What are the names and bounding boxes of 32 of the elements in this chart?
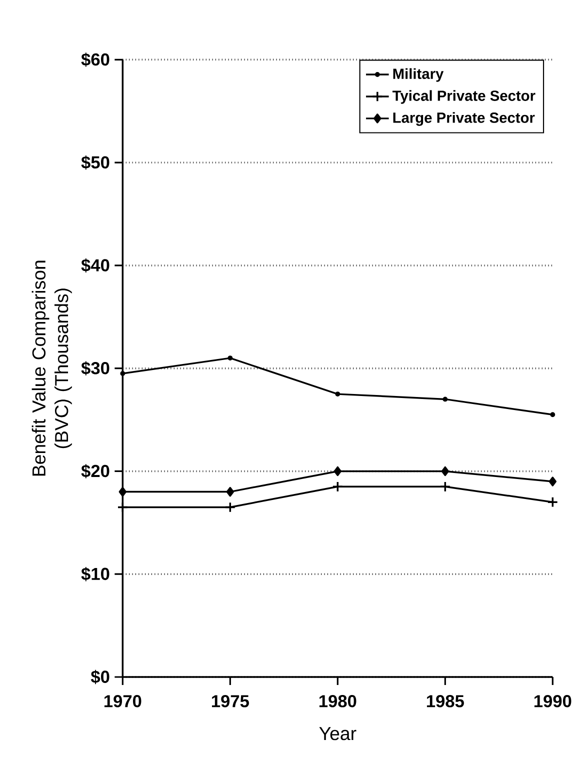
point [334,466,342,476]
point [120,371,126,376]
x-tick-label: 1985 [426,695,464,708]
point [226,486,234,497]
legend-label: Tyical Private Sector [392,90,536,104]
point [550,412,556,418]
point [224,502,236,513]
point [548,476,557,486]
point [547,496,558,508]
legend-label: Large Private Sector [393,112,535,126]
legend-label: Military [393,68,444,82]
y-axis-title: Benefit Value Comparison (BVC) (Thousands) [32,260,72,476]
point [335,392,340,397]
point [442,396,448,402]
y-tick-label: $20 [81,464,110,478]
x-tick-label: 1980 [319,695,356,708]
point [228,356,233,361]
point [332,481,344,492]
y-tick-label: $40 [81,258,110,273]
point [441,466,450,476]
y-tick-label: $50 [81,155,110,170]
x-tick-label: 1970 [104,695,142,708]
y-tick-label: $60 [81,52,110,67]
y-tick-label: $10 [81,567,110,582]
point [118,486,127,497]
x-tick-label: 1975 [212,695,249,708]
x-axis-title: Year [319,727,356,740]
y-tick-label: $0 [90,670,110,684]
x-tick-label: 1990 [534,695,572,708]
point [117,502,128,513]
y-tick-label: $30 [81,361,110,376]
point [440,481,451,492]
